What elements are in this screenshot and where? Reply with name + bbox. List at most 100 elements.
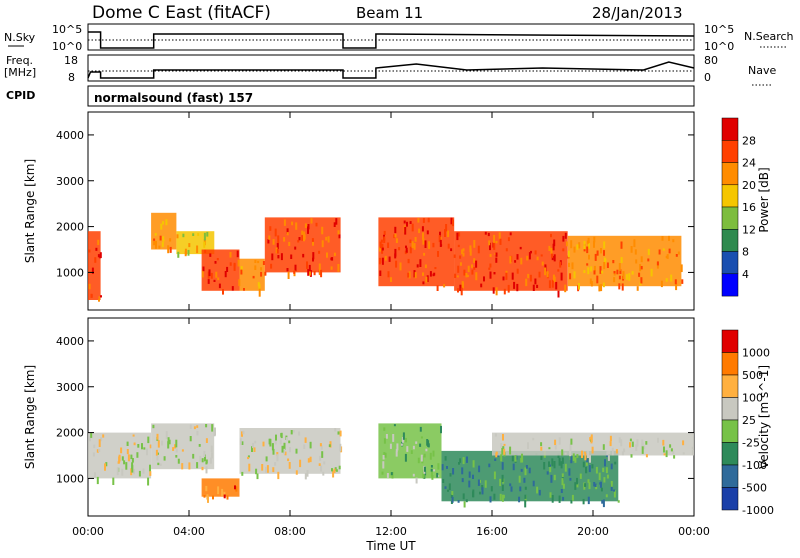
power-speckle: [456, 232, 459, 241]
power-speckle: [562, 248, 565, 252]
velocity-speckle: [673, 455, 676, 459]
velocity-speckle: [466, 456, 468, 463]
velocity-speckle: [207, 495, 209, 503]
power-y-axis-label: Slant Range [km]: [23, 159, 37, 263]
power-speckle: [462, 252, 465, 257]
velocity-speckle: [518, 496, 521, 503]
velocity-speckle: [493, 493, 496, 500]
velocity-speckle: [90, 432, 93, 438]
velocity-speckle: [272, 448, 275, 455]
velocity-speckle: [226, 495, 229, 500]
power-speckle: [603, 250, 605, 256]
power-speckle: [387, 271, 390, 278]
power-speckle: [578, 283, 580, 290]
velocity-speckle: [147, 477, 150, 486]
velocity-speckle: [657, 437, 659, 443]
x-tick-label: 16:00: [476, 525, 508, 538]
velocity-speckle: [576, 454, 579, 458]
velocity-speckle: [461, 478, 464, 483]
velocity-speckle: [157, 462, 160, 466]
power-speckle: [665, 278, 668, 282]
power-speckle: [406, 221, 408, 227]
velocity-speckle: [204, 454, 206, 462]
velocity-speckle: [262, 441, 265, 447]
power-speckle: [551, 256, 554, 261]
power-speckle: [475, 272, 478, 281]
velocity-colorbar-cell: [721, 352, 739, 376]
velocity-speckle: [524, 500, 527, 508]
power-speckle: [422, 281, 425, 285]
power-speckle: [466, 274, 469, 278]
velocity-speckle: [582, 498, 585, 505]
velocity-speckle: [298, 431, 301, 436]
station-title: Dome C East (fitACF): [92, 3, 271, 23]
power-speckle: [411, 223, 414, 232]
velocity-speckle: [561, 473, 564, 478]
velocity-speckle: [589, 455, 591, 463]
power-y-tick-label: 1000: [56, 266, 84, 279]
velocity-speckle: [384, 452, 387, 458]
power-speckle: [301, 230, 304, 235]
power-speckle: [240, 269, 243, 275]
velocity-speckle: [451, 496, 454, 503]
velocity-speckle: [468, 480, 471, 488]
velocity-speckle: [663, 453, 666, 456]
velocity-speckle: [321, 451, 324, 458]
velocity-speckle: [598, 472, 601, 481]
power-speckle: [330, 266, 333, 270]
velocity-speckle: [449, 473, 452, 477]
velocity-speckle: [386, 473, 389, 478]
velocity-speckle: [558, 437, 561, 445]
power-speckle: [429, 271, 432, 277]
velocity-speckle: [147, 436, 150, 444]
power-speckle: [407, 258, 410, 264]
power-speckle: [594, 253, 597, 261]
velocity-speckle: [382, 455, 385, 460]
velocity-speckle: [415, 441, 418, 444]
velocity-speckle: [334, 467, 337, 472]
power-speckle: [169, 246, 172, 253]
power-speckle: [216, 258, 219, 261]
freq-left-tick-top: 18: [64, 54, 78, 67]
power-speckle: [153, 239, 156, 246]
power-speckle: [209, 253, 212, 257]
velocity-speckle: [548, 461, 550, 467]
velocity-colorbar-tick: -100: [742, 459, 767, 472]
velocity-speckle: [284, 451, 287, 456]
velocity-speckle: [279, 439, 282, 445]
power-speckle: [503, 288, 506, 295]
velocity-speckle: [320, 445, 323, 450]
power-speckle: [97, 239, 100, 245]
x-tick-label: 12:00: [375, 525, 407, 538]
velocity-speckle: [524, 486, 527, 490]
power-speckle: [567, 250, 570, 257]
power-speckle: [404, 226, 407, 235]
power-speckle: [647, 248, 650, 256]
velocity-speckle: [620, 439, 623, 447]
power-speckle: [422, 272, 424, 276]
power-speckle: [677, 251, 680, 255]
velocity-speckle: [540, 446, 543, 451]
velocity-speckle: [553, 461, 556, 469]
velocity-speckle: [532, 480, 535, 487]
power-speckle: [338, 234, 341, 239]
power-speckle: [416, 264, 419, 268]
velocity-speckle: [253, 447, 256, 452]
velocity-speckle: [318, 463, 321, 466]
velocity-speckle: [241, 431, 243, 437]
power-speckle: [307, 269, 310, 276]
velocity-speckle: [562, 483, 565, 489]
power-speckle: [484, 231, 487, 235]
power-speckle: [681, 279, 684, 284]
velocity-speckle: [255, 468, 258, 475]
velocity-speckle: [210, 445, 213, 452]
power-speckle: [444, 229, 446, 237]
power-colorbar-tick: 28: [742, 134, 756, 147]
velocity-speckle: [322, 471, 325, 476]
power-speckle: [613, 277, 616, 283]
power-speckle: [447, 230, 450, 238]
nsky-right-tick-bottom: 10^0: [704, 40, 734, 53]
velocity-speckle: [613, 490, 616, 498]
velocity-speckle: [561, 475, 564, 481]
velocity-speckle: [561, 449, 564, 456]
